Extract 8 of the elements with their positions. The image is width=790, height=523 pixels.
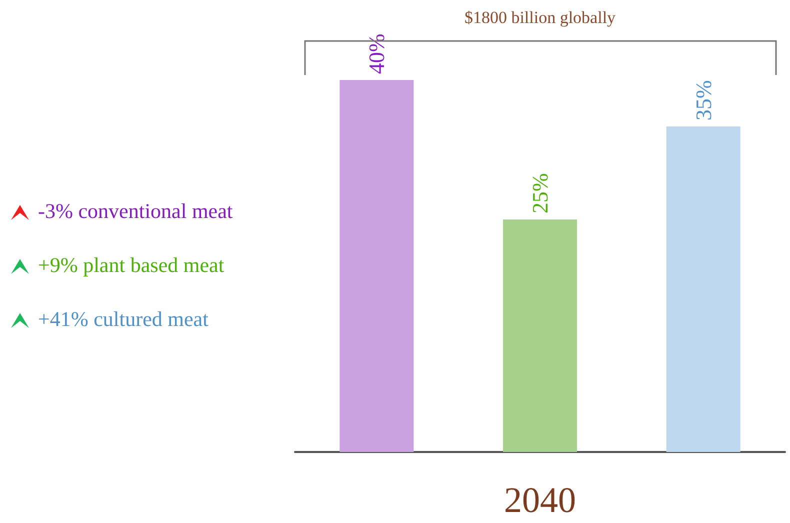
x-axis-title: 2040 — [504, 480, 576, 520]
text: -3% conventional meat — [38, 198, 233, 225]
text: $1800 billion globally — [463, 8, 617, 28]
data-label: 40% — [364, 34, 390, 74]
data-label: 35% — [690, 80, 716, 120]
text: +41% cultured meat — [38, 306, 208, 333]
data-label: 25% — [528, 173, 552, 214]
text: +9% plant based meat — [38, 252, 224, 279]
